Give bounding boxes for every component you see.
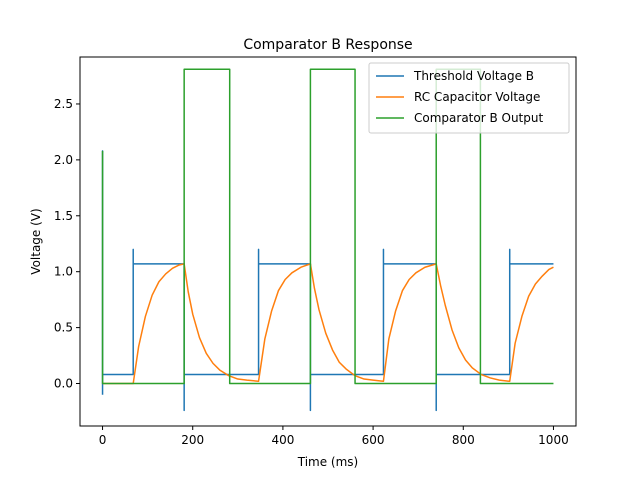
legend: Threshold Voltage B RC Capacitor Voltage… bbox=[368, 62, 570, 134]
y-axis-label: Voltage (V) bbox=[29, 208, 43, 274]
y-tick-label: 1.5 bbox=[54, 209, 73, 223]
x-tick-label: 800 bbox=[452, 433, 475, 447]
y-tick-label: 2.5 bbox=[54, 97, 73, 111]
x-tick-label: 400 bbox=[271, 433, 294, 447]
x-axis: 0 200 400 600 800 1000 bbox=[99, 426, 569, 447]
x-tick-label: 0 bbox=[99, 433, 107, 447]
y-tick-label: 2.0 bbox=[54, 153, 73, 167]
y-tick-label: 0.5 bbox=[54, 321, 73, 335]
legend-label-rc: RC Capacitor Voltage bbox=[414, 90, 540, 104]
x-axis-label: Time (ms) bbox=[297, 455, 359, 469]
y-tick-label: 1.0 bbox=[54, 265, 73, 279]
chart-title: Comparator B Response bbox=[243, 37, 412, 53]
y-axis: 0.0 0.5 1.0 1.5 2.0 2.5 bbox=[54, 97, 80, 391]
legend-box bbox=[368, 62, 570, 134]
x-tick-label: 600 bbox=[362, 433, 385, 447]
x-tick-label: 1000 bbox=[538, 433, 569, 447]
series-line-1 bbox=[102, 263, 554, 385]
y-tick-label: 0.0 bbox=[54, 377, 73, 391]
x-tick-label: 200 bbox=[181, 433, 204, 447]
legend-label-output: Comparator B Output bbox=[414, 111, 543, 125]
legend-label-threshold: Threshold Voltage B bbox=[413, 69, 534, 83]
plot-frame bbox=[79, 56, 577, 427]
